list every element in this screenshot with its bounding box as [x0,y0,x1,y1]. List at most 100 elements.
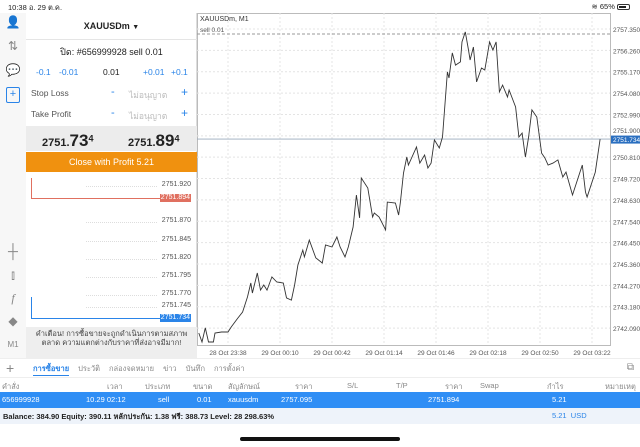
x-tick-label: 28 Oct 23:38 [209,350,247,357]
stop-loss-minus[interactable]: - [111,86,115,98]
tab-3[interactable]: ข่าว [163,364,177,373]
y-tick-label: 2742.090 [613,326,640,333]
volume-row: -0.1 -0.01 0.01 +0.01 +0.1 [26,67,197,79]
column-header[interactable]: ราคา [445,382,463,391]
take-profit-plus[interactable]: + [181,106,189,120]
volume-minus-small[interactable]: -0.01 [59,67,79,77]
crosshair-icon[interactable]: ┼ [8,243,18,259]
objects-icon[interactable]: ◆ [8,314,18,328]
y-tick-label: 2751.900 [613,128,640,135]
y-tick-label: 2749.720 [613,177,640,184]
column-header[interactable]: เวลา [107,382,123,391]
column-header[interactable]: S/L [347,381,359,390]
order-label: sell 0.01 [200,27,225,34]
tab-2[interactable]: กล่องจดหมาย [109,364,155,373]
price-chart[interactable]: 2757.350 2756.260 2755.170 2754.080 2752.990… [197,13,640,358]
x-tick-label: 29 Oct 02:50 [521,350,559,357]
table-row[interactable]: 656999928 10.29 02:12 sell 0.01 xauusdm 2757.… [0,392,640,408]
stop-loss-label: Stop Loss [31,88,69,98]
tab-1[interactable]: ประวัติ [78,364,101,373]
column-header[interactable]: สัญลักษณ์ [228,382,261,391]
tab-5[interactable]: การตั้งค่า [214,364,245,373]
home-indicator[interactable] [240,437,400,441]
take-profit-minus[interactable]: - [111,107,115,119]
wifi-icon: ≋ [591,2,598,11]
table-header: คำสั่ง เวลา ประเภท ขนาด สัญลักษณ์ ราคา S/L T/P ร… [0,378,640,392]
ask-sup: 4 [174,133,180,144]
table-cell: 656999928 [2,395,40,404]
chart-svg[interactable]: 2757.350 2756.260 2755.170 2754.080 2752.990… [197,13,640,358]
mini-price-level: 2751.870 [161,217,191,224]
x-tick-label: 29 Oct 00:42 [313,350,351,357]
take-profit-row: Take Profit - ไม่อนุญาต + [26,106,197,121]
y-tick-label: 2755.170 [613,70,640,77]
total-profit: 5.21 USD [552,411,587,420]
column-header[interactable]: ขนาด [193,382,213,391]
trade-arrows-icon[interactable]: ⇅ [7,39,19,53]
chat-icon[interactable]: 💬 [5,63,21,77]
column-header[interactable]: หมายเหตุ [605,382,636,391]
tab-list: การซื้อขาย ประวัติ กล่องจดหมาย ข่าว บันทึก กา… [33,363,245,376]
volume-plus-small[interactable]: +0.01 [143,67,165,77]
clock: 10:38 [8,3,27,12]
table-cell: sell [158,395,170,404]
balance-row: Balance: 384.90 Equity: 390.11 หลักประกั… [0,408,640,424]
table-cell: 2757.095 [281,395,313,404]
battery-icon [617,4,630,11]
stop-loss-plus[interactable]: + [181,85,189,99]
date: อ. 29 ต.ค. [28,3,63,12]
current-price-label: 2751.734 [613,137,640,144]
bid-line-vertical [31,297,32,318]
ask-price: 2751.894 [128,131,179,151]
volume-plus-big[interactable]: +0.1 [171,67,188,77]
table-cell: 10.29 02:12 [86,395,126,404]
y-tick-label: 2744.270 [613,283,640,290]
column-header[interactable]: กำไร [547,382,564,391]
stop-loss-row: Stop Loss - ไม่อนุญาต + [26,85,197,100]
column-header[interactable]: Swap [480,381,499,390]
mini-gridline [86,277,157,278]
currency: USD [570,411,587,420]
symbol-selector[interactable]: XAUUSDm ▼ [26,13,197,40]
ask-main: 2751. [128,137,156,149]
mini-gridline [86,259,157,260]
stop-loss-input[interactable]: ไม่อนุญาต [129,90,168,100]
battery-percent: 65% [599,2,615,11]
layout-toggle-icon[interactable]: ⧉ [626,362,634,373]
volume-value[interactable]: 0.01 [103,67,120,77]
mini-gridline [86,295,157,296]
timeframe-button[interactable]: M1 [7,340,19,349]
volume-minus-big[interactable]: -0.1 [36,67,51,77]
tab-0[interactable]: การซื้อขาย [33,363,70,376]
add-icon[interactable]: + [6,360,15,376]
y-tick-label: 2748.630 [613,198,640,205]
terminal-tabs: + การซื้อขาย ประวัติ กล่องจดหมาย ข่าว บันทึก… [0,358,640,378]
bid-main: 2751. [42,137,70,149]
new-order-icon[interactable]: + [6,87,20,103]
x-tick-label: 29 Oct 01:46 [417,350,455,357]
ask-price-tag: 2751.894 [159,194,191,202]
mini-price-level: 2751.795 [161,272,191,279]
ask-line-vertical [31,178,32,198]
column-header[interactable]: คำสั่ง [2,382,20,391]
tab-4[interactable]: บันทึก [185,364,206,373]
status-right: ≋ 65% [591,2,630,11]
candlestick-icon[interactable]: ⫾ [11,268,15,282]
price-series-line [198,31,601,344]
column-header[interactable]: ราคา [295,382,313,391]
x-tick-label: 29 Oct 02:18 [469,350,507,357]
y-tick-label: 2752.990 [613,112,640,119]
mini-price-level: 2751.770 [161,290,191,297]
indicator-f-icon[interactable]: f [11,291,15,305]
y-tick-label: 2746.450 [613,241,640,248]
close-with-profit-button[interactable]: Close with Profit 5.21 [26,152,197,172]
table-cell: xauusdm [228,395,259,404]
take-profit-input[interactable]: ไม่อนุญาต [129,111,168,121]
column-header[interactable]: ประเภท [145,382,171,391]
mini-gridline [86,307,157,308]
bid-price-tag: 2751.734 [159,314,191,322]
column-header[interactable]: T/P [396,381,408,390]
status-bar: 10:38 อ. 29 ต.ค. ≋ 65% [0,0,640,13]
mini-price-level: 2751.845 [161,236,191,243]
account-icon[interactable]: 👤 [5,15,21,29]
